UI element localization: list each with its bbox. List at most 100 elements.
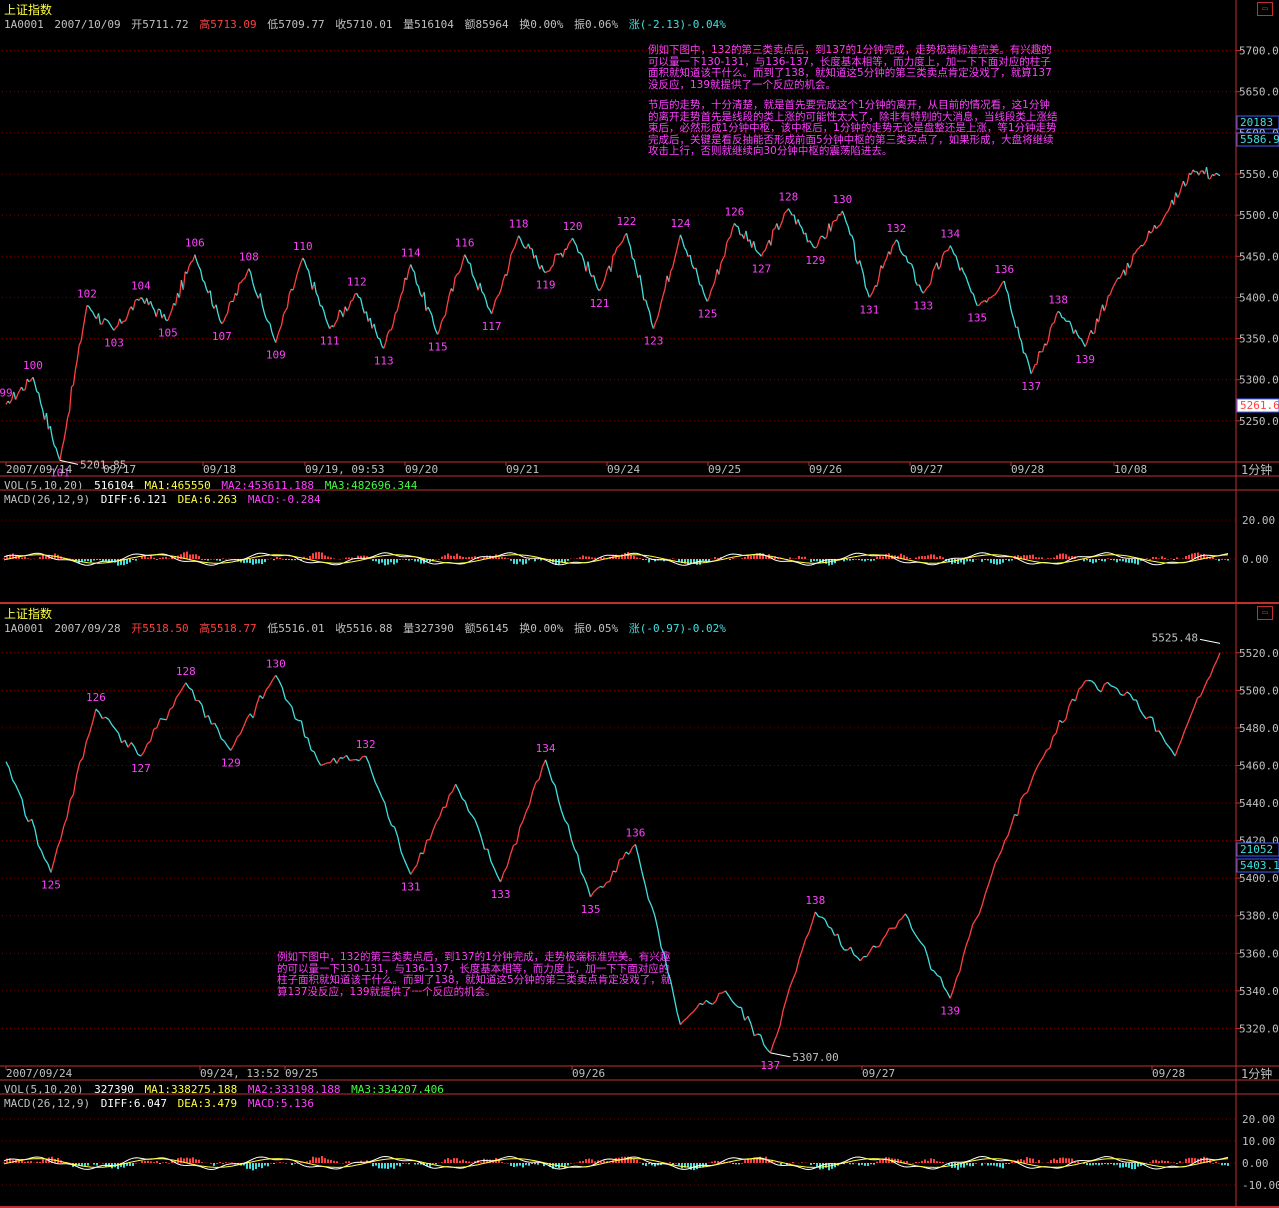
- bottom-price-segment: [548, 769, 553, 782]
- top-price-segment: [799, 224, 803, 229]
- top-price-segment: [492, 299, 497, 308]
- bottom-price-segment: [663, 954, 669, 972]
- top-price-segment: [103, 318, 107, 321]
- top-price-segment: [595, 282, 599, 289]
- top-price-segment: [325, 318, 329, 325]
- top-price-segment: [543, 270, 547, 274]
- bottom-price-segment: [339, 757, 344, 759]
- top-price-segment: [955, 255, 959, 263]
- top-price-segment: [524, 246, 527, 249]
- top-price-segment: [485, 299, 489, 308]
- bottom-price-segment: [198, 700, 203, 706]
- top-price-segment: [629, 246, 633, 259]
- bottom-ytick-label: 5440.0: [1239, 797, 1279, 810]
- bottom-vol-ma2: MA2:333198.188: [247, 1083, 341, 1096]
- bottom-xtick-label: 09/28: [1152, 1067, 1185, 1080]
- top-price-segment: [1024, 353, 1028, 359]
- bottom-price-segment: [644, 884, 649, 900]
- top-price-segment: [151, 306, 155, 311]
- bottom-pivot-label: 139: [940, 1004, 960, 1017]
- top-price-segment: [718, 263, 722, 275]
- top-price-segment: [398, 294, 402, 303]
- bottom-price-segment: [570, 839, 576, 850]
- bottom-macd-dea-line: [3, 1158, 1229, 1168]
- top-price-segment: [689, 254, 693, 265]
- top-vol-value: 516104: [94, 479, 134, 492]
- top-price-segment: [512, 246, 516, 251]
- bottom-price-segment: [898, 917, 903, 922]
- top-xtick-label: 09/20: [405, 463, 438, 476]
- bottom-price-segment: [641, 871, 646, 885]
- top-window-toggle-icon[interactable]: ▭: [1257, 2, 1273, 16]
- bottom-amplitude: 振0.05%: [574, 622, 619, 635]
- bottom-price-segment: [53, 847, 59, 861]
- bottom-price-segment: [895, 920, 900, 929]
- bottom-macd-tick-label: -10.00: [1242, 1179, 1279, 1192]
- top-price-segment: [602, 277, 606, 284]
- top-price-segment: [286, 293, 290, 308]
- bottom-window-toggle-icon[interactable]: ▭: [1257, 606, 1273, 620]
- top-price-segment: [907, 261, 911, 264]
- top-price-segment: [936, 262, 940, 270]
- top-price-segment: [971, 291, 974, 295]
- bottom-price-segment: [117, 732, 123, 744]
- bottom-price-segment: [1161, 735, 1166, 743]
- top-price-segment: [300, 257, 304, 263]
- bottom-price-segment: [561, 811, 566, 821]
- bottom-pivot-label: 132: [356, 738, 376, 751]
- top-price-segment: [1165, 210, 1169, 214]
- top-price-segment: [889, 245, 894, 255]
- top-price-segment: [481, 291, 485, 295]
- top-pivot-label: 132: [886, 222, 906, 235]
- bottom-price-segment: [1042, 749, 1048, 758]
- top-pivot-label: 109: [266, 349, 286, 362]
- bottom-price-segment: [1142, 714, 1147, 720]
- top-price-segment: [1063, 317, 1067, 322]
- top-pivot-label: 105: [158, 326, 178, 339]
- top-price-segment: [1028, 365, 1032, 375]
- top-price-segment: [157, 308, 161, 311]
- top-price-segment: [105, 319, 109, 322]
- top-price-segment: [924, 287, 928, 291]
- bottom-price-segment: [689, 1011, 694, 1016]
- bottom-price-segment: [885, 928, 890, 936]
- top-price-segment: [647, 306, 651, 313]
- bottom-price-segment: [679, 1020, 685, 1026]
- top-price-segment: [277, 329, 281, 336]
- top-price-segment: [545, 270, 548, 274]
- top-price-segment: [1013, 319, 1017, 328]
- bottom-price-segment: [763, 1044, 768, 1050]
- bottom-price-segment: [753, 1033, 758, 1037]
- bottom-price-segment: [904, 913, 910, 919]
- bottom-price-segment: [1091, 680, 1096, 685]
- top-price-segment: [309, 279, 314, 290]
- bottom-price-segment: [323, 762, 328, 765]
- top-price-segment: [914, 281, 919, 286]
- bottom-price-segment: [1184, 722, 1189, 731]
- top-price-segment: [406, 269, 410, 280]
- bottom-price-segment: [371, 773, 376, 783]
- bottom-code: 1A0001: [4, 622, 44, 635]
- bottom-price-segment: [525, 804, 531, 812]
- bottom-price-segment: [965, 936, 971, 946]
- bottom-price-segment: [709, 1002, 713, 1005]
- bottom-amount: 额56145: [464, 622, 509, 635]
- top-price-segment: [1192, 169, 1196, 173]
- top-price-segment: [1103, 304, 1107, 312]
- top-price-flag-box: [1236, 398, 1279, 413]
- top-price-segment: [1134, 249, 1138, 254]
- top-price-segment: [319, 304, 323, 307]
- top-price-segment: [502, 274, 506, 281]
- top-price-segment: [1088, 330, 1092, 336]
- bottom-price-segment: [1107, 681, 1112, 687]
- top-price-segment: [974, 300, 978, 306]
- top-price-segment: [1092, 332, 1095, 335]
- top-pivot-label: 120: [563, 220, 583, 233]
- bottom-price-segment: [660, 947, 665, 955]
- top-price-segment: [618, 243, 622, 247]
- top-price-segment: [119, 318, 123, 324]
- bottom-price-segment: [1004, 835, 1009, 841]
- bottom-price-segment: [869, 945, 874, 952]
- top-price-segment: [427, 306, 431, 312]
